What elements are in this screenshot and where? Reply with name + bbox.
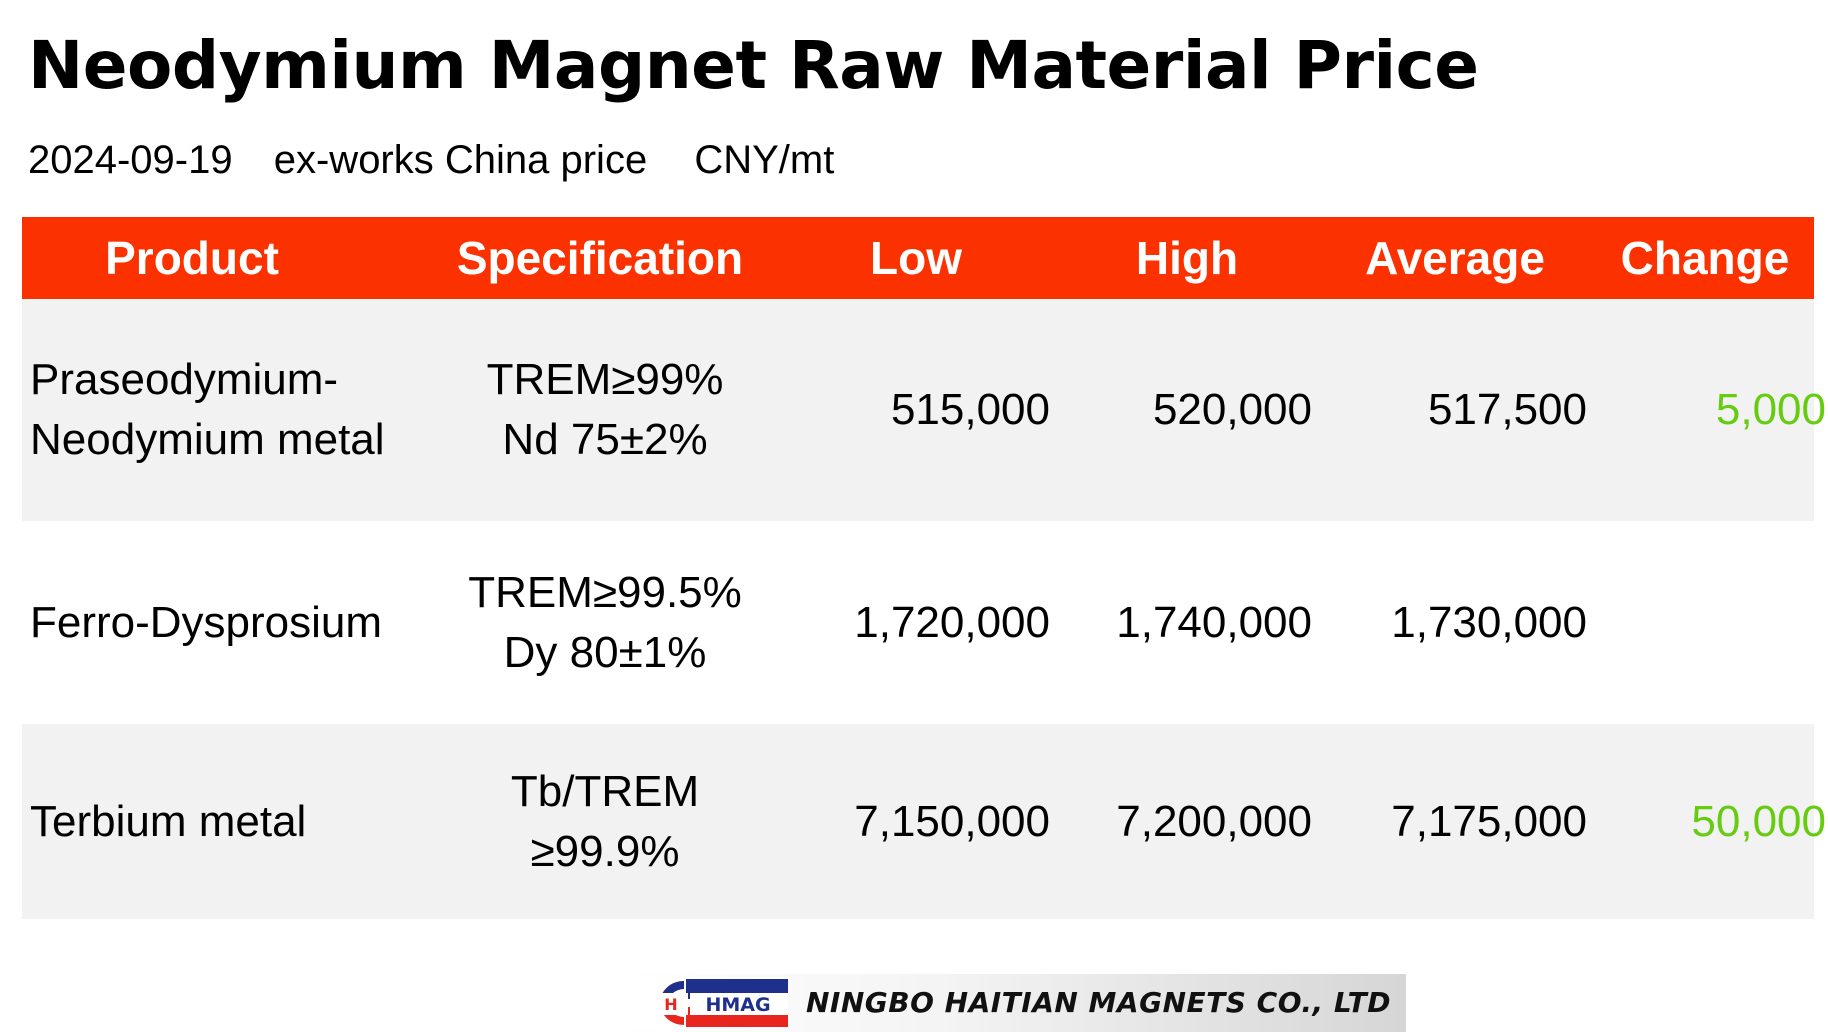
- table-row: Terbium metal Tb/TREM ≥99.9% 7,150,000 7…: [22, 724, 1826, 919]
- cell-product: Praseodymium- Neodymium metal: [30, 299, 430, 521]
- cell-high: 520,000: [1152, 385, 1312, 434]
- price-unit: CNY/mt: [694, 138, 835, 182]
- spec-line: TREM≥99.5%: [468, 567, 742, 617]
- company-logo: H HMAG NINGBO HAITIAN MAGNETS CO., LTD: [624, 974, 1406, 1032]
- header-low: Low: [870, 232, 962, 284]
- cell-average: 7,175,000: [1391, 796, 1587, 846]
- cell-specification: TREM≥99% Nd 75±2%: [430, 299, 780, 521]
- price-date: 2024-09-19: [28, 138, 233, 182]
- cell-change: 50,000: [1691, 796, 1826, 846]
- header-average: Average: [1365, 232, 1545, 284]
- product-line: Neodymium metal: [30, 415, 385, 464]
- cell-high: 1,740,000: [1116, 597, 1312, 647]
- header-product: Product: [105, 232, 279, 284]
- cell-average: 517,500: [1427, 385, 1587, 434]
- cell-low: 515,000: [890, 385, 1050, 434]
- page-title: Neodymium Magnet Raw Material Price: [28, 27, 1479, 104]
- logo-mark-text: HMAG: [705, 994, 770, 1016]
- cell-average: 1,730,000: [1391, 597, 1587, 647]
- table-row: Ferro-Dysprosium TREM≥99.5% Dy 80±1% 1,7…: [22, 521, 1814, 724]
- header-change: Change: [1620, 232, 1790, 284]
- hmag-logo-icon: H HMAG: [626, 977, 788, 1029]
- cell-change: 5,000: [1715, 385, 1826, 434]
- product-line: Ferro-Dysprosium: [30, 597, 383, 647]
- table-header-row: Product Specification Low High Average C…: [22, 217, 1814, 299]
- spec-line: Tb/TREM: [510, 766, 700, 816]
- cell-product: Ferro-Dysprosium: [30, 521, 430, 724]
- company-name: NINGBO HAITIAN MAGNETS CO., LTD: [806, 986, 1391, 1019]
- table-row: Praseodymium- Neodymium metal TREM≥99% N…: [22, 299, 1826, 521]
- product-line: Praseodymium-: [30, 355, 339, 404]
- cell-change: [1592, 521, 1826, 724]
- cell-low: 1,720,000: [854, 597, 1050, 647]
- price-subtitle: 2024-09-19 ex-works China price CNY/mt: [28, 136, 834, 184]
- header-specification: Specification: [456, 232, 744, 284]
- cell-specification: TREM≥99.5% Dy 80±1%: [430, 521, 780, 724]
- price-table: Product Specification Low High Average C…: [22, 217, 1826, 919]
- cell-specification: Tb/TREM ≥99.9%: [430, 724, 780, 919]
- cell-high: 7,200,000: [1116, 796, 1312, 846]
- spec-line: Nd 75±2%: [502, 415, 708, 464]
- spec-line: Dy 80±1%: [503, 627, 707, 677]
- header-high: High: [1135, 232, 1239, 284]
- spec-line: TREM≥99%: [486, 355, 724, 404]
- cell-low: 7,150,000: [854, 796, 1050, 846]
- cell-product: Terbium metal: [30, 724, 430, 919]
- spec-line: ≥99.9%: [530, 826, 680, 876]
- product-line: Terbium metal: [30, 796, 307, 846]
- price-basis: ex-works China price: [273, 138, 648, 182]
- svg-text:H: H: [664, 995, 677, 1014]
